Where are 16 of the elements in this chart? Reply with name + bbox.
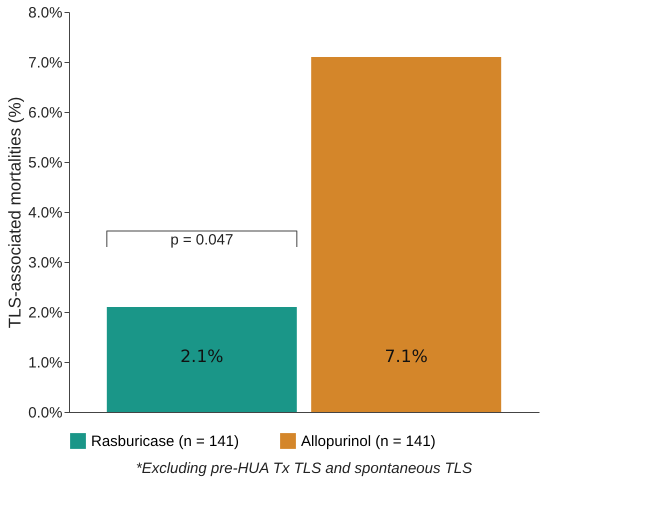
y-tick-label: 8.0% <box>28 4 62 22</box>
y-tick-label: 5.0% <box>28 154 62 172</box>
text: 2.1% <box>180 347 224 367</box>
text: 7.1% <box>384 347 428 367</box>
text: *Excluding pre-HUA Tx TLS and spontaneous TLS <box>136 460 472 477</box>
y-tick-label: 3.0% <box>28 254 62 272</box>
y-tick-label: 6.0% <box>28 104 62 122</box>
y-axis-title: TLS-associated mortalities (%) <box>5 96 24 328</box>
y-tick-label: 0.0% <box>28 404 62 422</box>
legend-label: Rasburicase (n = 141) <box>91 433 239 450</box>
y-tick-label: 2.0% <box>28 304 62 322</box>
legend-label: Allopurinol (n = 141) <box>301 433 436 450</box>
y-tick-label: 1.0% <box>28 354 62 372</box>
y-tick-label: 7.0% <box>28 54 62 72</box>
annotation: p = 0.047 <box>170 232 234 248</box>
y-tick-label: 4.0% <box>28 204 62 222</box>
